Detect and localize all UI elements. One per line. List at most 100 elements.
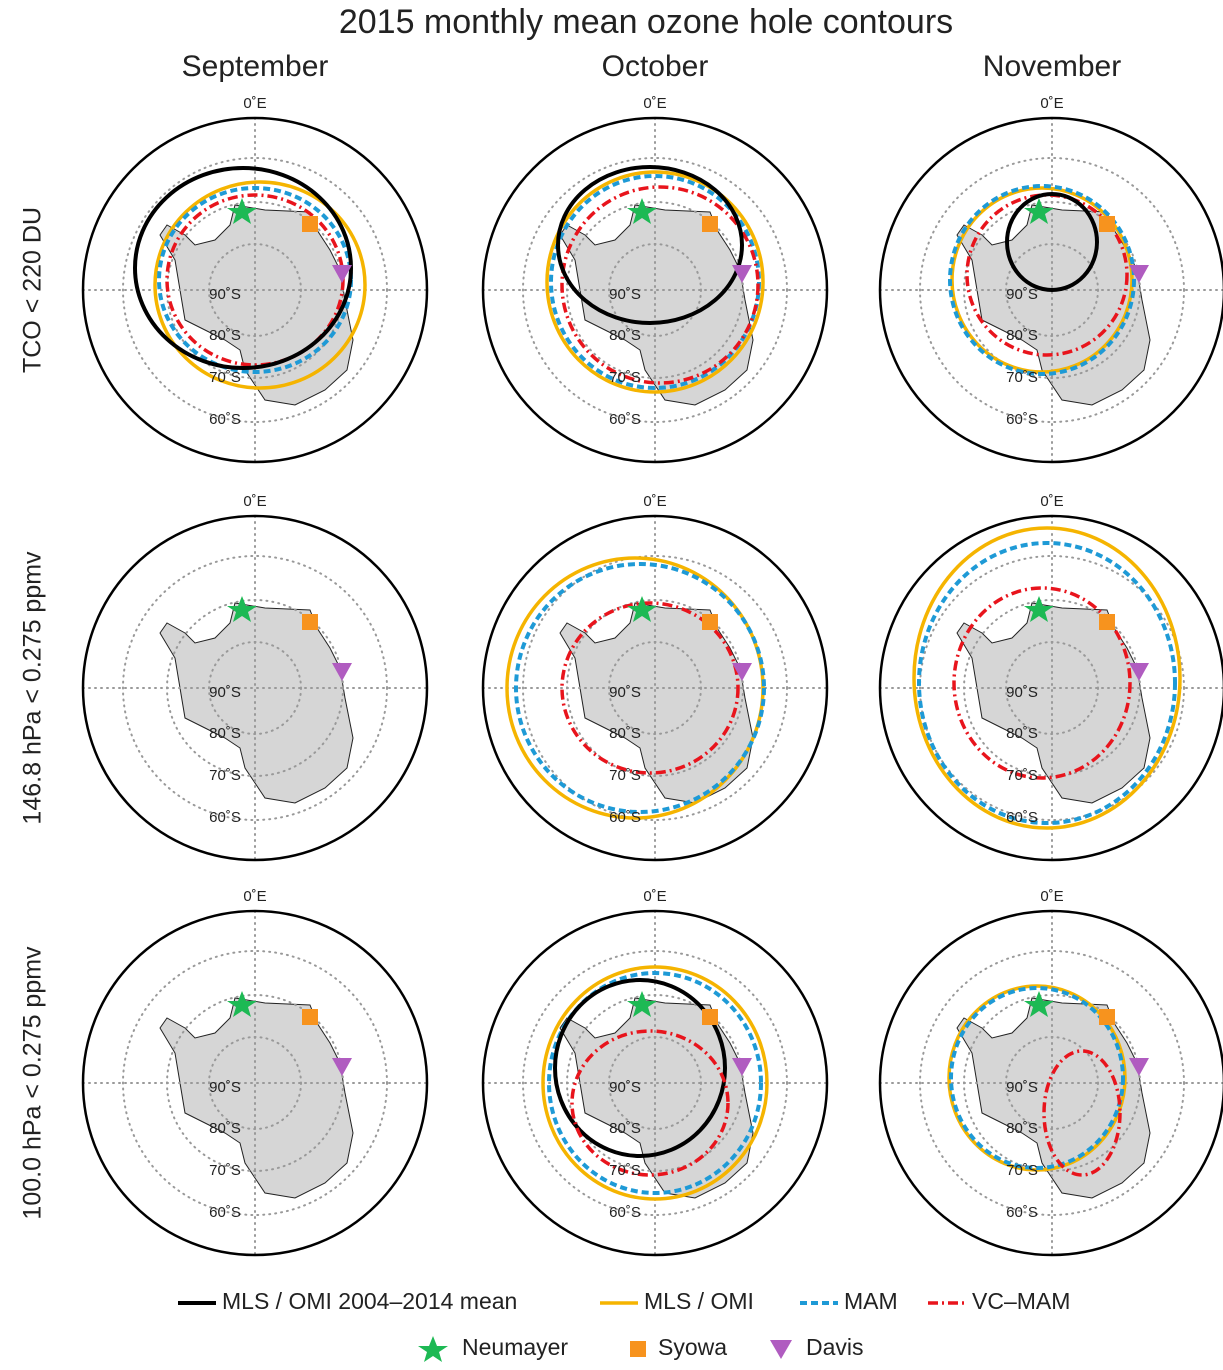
latitude-label: 70˚S <box>209 767 241 784</box>
latitude-label: 80˚S <box>609 725 641 742</box>
map-boundary <box>878 909 1223 1257</box>
latitude-label: 80˚S <box>209 725 241 742</box>
ozone-contour <box>133 166 353 370</box>
station-syowa <box>702 614 718 630</box>
meridian-label: 0˚E <box>243 888 266 905</box>
ozone-contour <box>549 174 761 390</box>
latitude-circle <box>122 555 388 821</box>
latitude-label: 90˚S <box>609 1079 641 1096</box>
legend-neumayer <box>418 1336 448 1362</box>
latitude-label: 80˚S <box>1006 725 1038 742</box>
latitude-label: 80˚S <box>1006 1120 1038 1137</box>
station-davis <box>1129 1058 1149 1076</box>
ozone-contour <box>1042 1049 1122 1177</box>
station-neumayer <box>227 198 257 224</box>
column-header: October <box>602 50 709 83</box>
ozone-contour <box>1005 192 1099 292</box>
row-label: TCO < 220 DU <box>19 207 47 373</box>
map-panel: 0˚E 90˚S 80˚S 70˚S 60˚S <box>878 493 1223 862</box>
ozone-contour <box>560 185 760 385</box>
ozone-contour <box>514 562 766 814</box>
latitude-label: 60˚S <box>209 411 241 428</box>
latitude-circle <box>919 157 1185 423</box>
latitude-label: 80˚S <box>609 1120 641 1137</box>
ozone-contour <box>952 586 1132 780</box>
latitude-label: 60˚S <box>209 809 241 826</box>
station-syowa <box>702 216 718 232</box>
latitude-label: 70˚S <box>1006 1162 1038 1179</box>
latitude-label: 70˚S <box>209 1162 241 1179</box>
latitude-label: 90˚S <box>1006 286 1038 303</box>
column-header: November <box>983 50 1121 83</box>
legend-label: MLS / OMI 2004–2014 mean <box>222 1288 517 1314</box>
station-syowa <box>1099 1009 1115 1025</box>
station-neumayer <box>227 596 257 622</box>
meridian-label: 0˚E <box>243 493 266 510</box>
map-boundary <box>878 116 1223 464</box>
meridian-label: 0˚E <box>643 95 666 112</box>
station-davis <box>332 663 352 681</box>
legend-label: MAM <box>844 1288 898 1314</box>
station-syowa <box>302 216 318 232</box>
station-syowa <box>1099 216 1115 232</box>
legend-syowa <box>630 1341 646 1357</box>
latitude-circle <box>919 950 1185 1216</box>
latitude-label: 60˚S <box>609 1204 641 1221</box>
map-panel: 0˚E 90˚S 80˚S 70˚S 60˚S <box>481 95 829 464</box>
latitude-label: 70˚S <box>609 1162 641 1179</box>
map-boundary <box>878 514 1223 862</box>
latitude-label: 90˚S <box>209 1079 241 1096</box>
map-panel: 0˚E 90˚S 80˚S 70˚S 60˚S <box>81 888 429 1257</box>
latitude-label: 90˚S <box>209 684 241 701</box>
station-syowa <box>302 1009 318 1025</box>
map-panel: 0˚E 90˚S 80˚S 70˚S 60˚S <box>481 888 829 1257</box>
legend-label: Syowa <box>658 1334 727 1360</box>
column-header: September <box>182 50 329 83</box>
station-neumayer <box>627 596 657 622</box>
map-boundary <box>81 514 429 862</box>
map-panel: 0˚E 90˚S 80˚S 70˚S 60˚S <box>481 493 829 862</box>
ozone-contour <box>556 165 744 325</box>
station-neumayer <box>1024 198 1054 224</box>
legend-label: Neumayer <box>462 1334 568 1360</box>
legend-davis <box>770 1340 792 1359</box>
ozone-contour <box>917 541 1177 825</box>
latitude-label: 90˚S <box>1006 684 1038 701</box>
legend-label: VC–MAM <box>972 1288 1070 1314</box>
station-neumayer <box>627 991 657 1017</box>
row-label: 146.8 hPa < 0.275 ppmv <box>19 551 47 825</box>
station-davis <box>732 1058 752 1076</box>
latitude-circle <box>122 157 388 423</box>
latitude-label: 90˚S <box>609 684 641 701</box>
latitude-label: 60˚S <box>1006 1204 1038 1221</box>
ozone-contour <box>560 601 740 775</box>
latitude-label: 70˚S <box>609 369 641 386</box>
meridian-label: 0˚E <box>243 95 266 112</box>
meridian-label: 0˚E <box>1040 888 1063 905</box>
station-syowa <box>302 614 318 630</box>
map-boundary <box>481 116 829 464</box>
ozone-contour <box>948 184 1136 376</box>
station-neumayer <box>1024 596 1054 622</box>
latitude-label: 80˚S <box>609 327 641 344</box>
latitude-circle <box>919 555 1185 821</box>
station-davis <box>732 265 752 283</box>
latitude-label: 90˚S <box>1006 1079 1038 1096</box>
row-label: 100.0 hPa < 0.275 ppmv <box>19 946 47 1220</box>
latitude-label: 70˚S <box>209 369 241 386</box>
latitude-label: 60˚S <box>609 809 641 826</box>
map-boundary <box>481 514 829 862</box>
station-davis <box>732 663 752 681</box>
station-syowa <box>702 1009 718 1025</box>
latitude-label: 60˚S <box>1006 411 1038 428</box>
meridian-label: 0˚E <box>1040 95 1063 112</box>
latitude-label: 80˚S <box>209 1120 241 1137</box>
map-panel: 0˚E 90˚S 80˚S 70˚S 60˚S <box>878 888 1223 1257</box>
latitude-circle <box>522 555 788 821</box>
latitude-label: 90˚S <box>209 286 241 303</box>
station-davis <box>332 1058 352 1076</box>
latitude-label: 60˚S <box>1006 809 1038 826</box>
latitude-circle <box>522 157 788 423</box>
